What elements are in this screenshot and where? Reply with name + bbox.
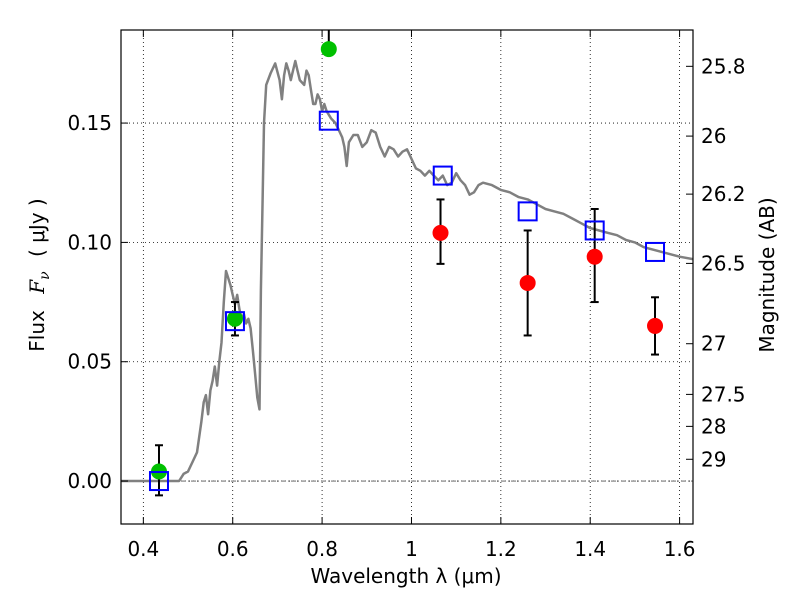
magnitude-tick-label: 26.5: [701, 251, 746, 275]
magnitude-tick-label: 27: [701, 332, 726, 356]
magnitude-tick-label: 26: [701, 124, 726, 148]
magnitude-tick-label: 29: [701, 447, 726, 471]
x-tick-label: 0.6: [217, 537, 249, 561]
y-tick-label: 0.10: [67, 230, 112, 254]
y-axis-label-prefix: Flux: [25, 310, 49, 352]
magnitude-tick-label: 25.8: [701, 54, 746, 78]
y-tick-label: 0.00: [67, 469, 112, 493]
x-tick-label: 1.2: [485, 537, 517, 561]
grid-lines: [121, 30, 693, 524]
y-axis-label-subscript: ν: [37, 271, 53, 280]
y-axis-label-unit: ( μJy ): [25, 198, 49, 257]
model-photometry-square: [517, 201, 538, 222]
red-data-point: [432, 224, 449, 241]
model-photometry-square: [148, 471, 169, 492]
y-axis-label: Flux Fν ( μJy ): [25, 198, 54, 351]
x-tick-label: 0.4: [127, 537, 159, 561]
x-tick-label: 1.4: [574, 537, 606, 561]
model-photometry-square: [645, 241, 666, 262]
plot-series: [121, 30, 693, 497]
magnitude-tick-label: 26.2: [701, 182, 746, 206]
magnitude-tick-label: 27.5: [701, 382, 746, 406]
green-data-point: [320, 41, 337, 58]
green-data-point: [226, 310, 243, 327]
model-photometry-square: [432, 165, 453, 186]
red-data-point: [519, 274, 536, 291]
plot-area: [121, 30, 693, 497]
magnitude-axis-label: Magnitude (AB): [755, 197, 779, 352]
x-axis-label: Wavelength λ (μm): [310, 564, 501, 588]
x-tick-label: 1: [405, 537, 418, 561]
y-axis-label-symbol: F: [25, 279, 49, 295]
plot-frame: [120, 29, 694, 525]
model-spectrum-line: [121, 59, 693, 483]
y-tick-label: 0.15: [67, 111, 112, 135]
x-tick-label: 1.6: [664, 537, 696, 561]
y-tick-label: 0.05: [67, 350, 112, 374]
x-tick-label: 0.8: [306, 537, 338, 561]
red-data-point: [647, 317, 664, 334]
axis-ticks: 0.4 0.6 0.8 1 1.2 1.4 1.6 0.00 0.05 0.10 0.15 25.8 2…: [67, 30, 746, 561]
red-data-point: [586, 248, 603, 265]
model-photometry-square: [584, 220, 605, 241]
model-photometry-square: [224, 311, 245, 332]
model-photometry-square: [318, 110, 339, 131]
magnitude-tick-label: 28: [701, 414, 726, 438]
